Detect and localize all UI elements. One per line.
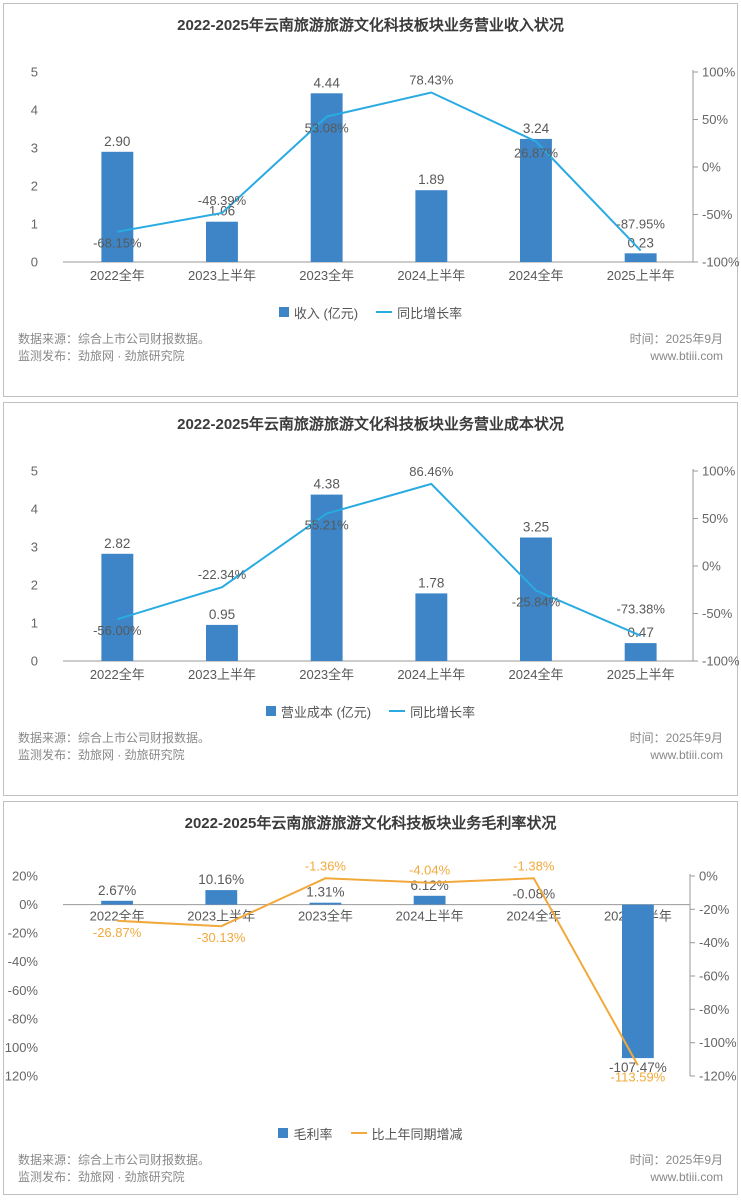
- svg-text:53.08%: 53.08%: [305, 121, 350, 136]
- svg-text:0%: 0%: [19, 897, 38, 912]
- svg-text:-73.38%: -73.38%: [616, 602, 665, 617]
- svg-text:5: 5: [31, 65, 38, 80]
- svg-text:0%: 0%: [702, 559, 721, 574]
- svg-text:0%: 0%: [702, 160, 721, 175]
- svg-text:1: 1: [31, 616, 38, 631]
- svg-text:2023上半年: 2023上半年: [188, 268, 256, 283]
- svg-text:1.89: 1.89: [418, 172, 444, 187]
- svg-text:-48.39%: -48.39%: [198, 193, 247, 208]
- svg-text:-4.04%: -4.04%: [409, 863, 451, 878]
- svg-text:-22.34%: -22.34%: [198, 567, 247, 582]
- svg-text:0: 0: [31, 654, 38, 669]
- svg-text:3: 3: [31, 141, 38, 156]
- svg-text:2.90: 2.90: [104, 134, 130, 149]
- svg-text:-100%: -100%: [702, 255, 739, 270]
- svg-text:-25.84%: -25.84%: [512, 595, 561, 610]
- svg-text:2024全年: 2024全年: [509, 667, 564, 682]
- svg-text:2023全年: 2023全年: [299, 268, 354, 283]
- svg-text:50%: 50%: [702, 511, 728, 526]
- svg-text:2024上半年: 2024上半年: [397, 268, 465, 283]
- svg-text:-100%: -100%: [699, 1035, 737, 1050]
- svg-text:2025上半年: 2025上半年: [607, 667, 675, 682]
- svg-text:4: 4: [31, 502, 38, 517]
- svg-text:-60%: -60%: [8, 983, 39, 998]
- svg-text:2022全年: 2022全年: [90, 667, 145, 682]
- svg-text:2024上半年: 2024上半年: [397, 667, 465, 682]
- svg-text:-120%: -120%: [699, 1069, 737, 1084]
- svg-text:-50%: -50%: [702, 606, 733, 621]
- svg-text:-87.95%: -87.95%: [616, 217, 665, 232]
- svg-text:1.31%: 1.31%: [306, 885, 344, 900]
- svg-text:-40%: -40%: [8, 954, 39, 969]
- svg-text:-60%: -60%: [699, 969, 730, 984]
- svg-text:-100%: -100%: [4, 1040, 38, 1055]
- svg-text:100%: 100%: [702, 65, 736, 80]
- svg-text:-120%: -120%: [4, 1069, 38, 1084]
- svg-text:2023全年: 2023全年: [299, 667, 354, 682]
- svg-text:-113.59%: -113.59%: [611, 1069, 666, 1083]
- svg-text:2022全年: 2022全年: [90, 268, 145, 283]
- svg-text:-56.00%: -56.00%: [93, 623, 142, 638]
- svg-text:-20%: -20%: [699, 902, 730, 917]
- svg-text:0.23: 0.23: [628, 235, 654, 250]
- svg-text:3.25: 3.25: [523, 520, 549, 535]
- svg-text:1: 1: [31, 217, 38, 232]
- svg-text:20%: 20%: [12, 869, 38, 884]
- svg-text:2.82: 2.82: [104, 536, 130, 551]
- svg-text:2023上半年: 2023上半年: [188, 667, 256, 682]
- svg-text:2: 2: [31, 179, 38, 194]
- svg-text:3: 3: [31, 540, 38, 555]
- svg-text:-80%: -80%: [699, 1002, 730, 1017]
- svg-text:-100%: -100%: [702, 654, 739, 669]
- svg-text:6.12%: 6.12%: [410, 878, 448, 893]
- svg-text:-68.15%: -68.15%: [93, 236, 142, 251]
- svg-text:4.38: 4.38: [314, 477, 340, 492]
- svg-text:-30.13%: -30.13%: [197, 930, 246, 945]
- svg-text:-1.38%: -1.38%: [513, 858, 555, 873]
- svg-text:2.67%: 2.67%: [98, 883, 136, 898]
- svg-text:4.44: 4.44: [314, 75, 341, 90]
- svg-text:4: 4: [31, 103, 38, 118]
- svg-text:-80%: -80%: [8, 1011, 39, 1026]
- svg-text:2024上半年: 2024上半年: [396, 909, 464, 924]
- svg-text:55.21%: 55.21%: [305, 518, 350, 533]
- svg-text:78.43%: 78.43%: [409, 73, 454, 88]
- svg-text:10.16%: 10.16%: [198, 872, 244, 887]
- svg-text:1.78: 1.78: [418, 575, 444, 590]
- svg-text:-26.87%: -26.87%: [93, 925, 142, 940]
- svg-text:2023全年: 2023全年: [298, 909, 353, 924]
- svg-text:3.24: 3.24: [523, 121, 550, 136]
- svg-text:-40%: -40%: [699, 935, 730, 950]
- svg-text:26.87%: 26.87%: [514, 146, 559, 161]
- svg-text:2024全年: 2024全年: [509, 268, 564, 283]
- svg-text:50%: 50%: [702, 112, 728, 127]
- svg-text:0.95: 0.95: [209, 607, 235, 622]
- svg-text:-50%: -50%: [702, 207, 733, 222]
- svg-text:-20%: -20%: [8, 926, 39, 941]
- svg-text:2: 2: [31, 578, 38, 593]
- svg-text:-1.36%: -1.36%: [305, 858, 347, 873]
- svg-text:100%: 100%: [702, 464, 736, 479]
- svg-text:0: 0: [31, 255, 38, 270]
- svg-text:0%: 0%: [699, 869, 718, 884]
- svg-text:2025上半年: 2025上半年: [607, 268, 675, 283]
- svg-text:5: 5: [31, 464, 38, 479]
- svg-text:86.46%: 86.46%: [409, 464, 454, 479]
- svg-text:-0.08%: -0.08%: [512, 887, 555, 902]
